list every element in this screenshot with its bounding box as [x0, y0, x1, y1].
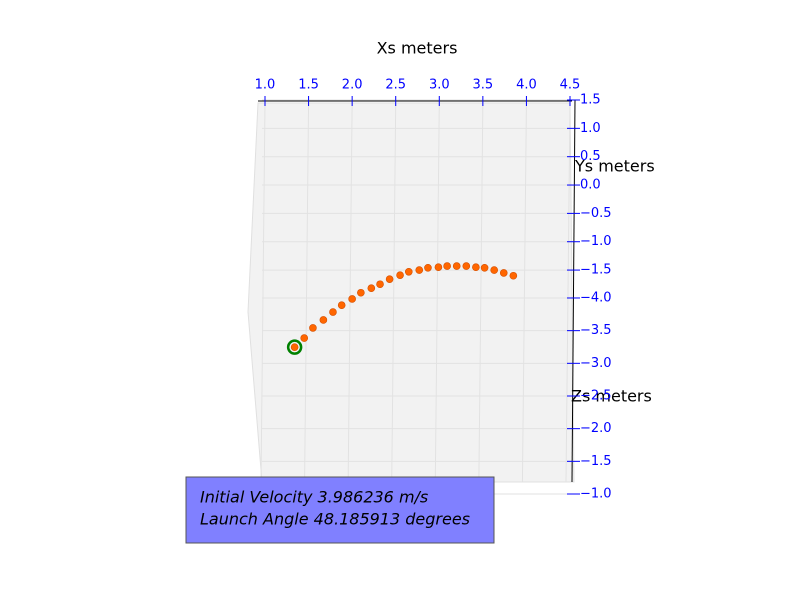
point	[337, 301, 346, 310]
y-axis-label: Ys meters	[574, 157, 655, 176]
y-tick-label: 1.5	[580, 93, 601, 108]
point	[357, 288, 365, 297]
y-tick-label: 0.0	[580, 178, 601, 193]
point	[472, 263, 480, 272]
y-tick-label: 0.5	[580, 149, 601, 164]
point	[434, 263, 443, 272]
grid-line	[260, 102, 266, 483]
x-tick-label: 1.5	[298, 78, 319, 93]
y-tick-label: 1.0	[580, 121, 601, 136]
y-tick-label: −2.5	[580, 388, 612, 403]
point	[367, 284, 376, 293]
point	[385, 275, 394, 283]
point	[509, 271, 518, 280]
y-tick-label: −1.0	[580, 487, 612, 502]
point	[319, 316, 328, 324]
x-tick-label: 1.0	[255, 78, 276, 93]
point	[404, 267, 413, 276]
grid-line	[304, 102, 310, 483]
x-tick-label: 3.5	[473, 78, 494, 93]
point	[462, 262, 471, 270]
pane	[247, 102, 575, 483]
grid	[260, 99, 572, 495]
y-tick-label: −0.5	[580, 206, 612, 221]
y-tick-label: −1.0	[580, 234, 612, 249]
y-tick-label: −1.5	[580, 263, 612, 278]
point	[424, 264, 432, 272]
grid-line	[565, 102, 571, 483]
highlight-ring	[286, 339, 303, 355]
point	[452, 262, 461, 270]
z-axis-label: Zs meters	[571, 387, 652, 406]
point	[300, 334, 309, 342]
y-tick-label: −3.0	[580, 356, 612, 371]
point	[490, 266, 498, 274]
grid-line	[521, 102, 527, 483]
point	[415, 266, 424, 274]
y-tick-label: −4.0	[580, 290, 612, 305]
x-axis-label: Xs meters	[377, 39, 458, 58]
x-tick-label: 4.5	[560, 78, 581, 93]
point	[348, 295, 356, 303]
grid-line	[434, 102, 440, 483]
point	[396, 271, 404, 279]
y-axis-line	[571, 99, 576, 483]
x-tick-label: 4.0	[516, 78, 537, 93]
y-tick-label: −2.0	[580, 421, 612, 436]
x-tick-label: 2.0	[342, 78, 363, 93]
grid-line	[391, 102, 397, 483]
info-box	[185, 476, 495, 544]
grid-line	[347, 102, 353, 483]
y-tick-label: −3.5	[580, 323, 612, 338]
point	[329, 308, 337, 316]
point	[376, 280, 384, 289]
velocity-text: Initial Velocity 3.986236 m/s	[200, 488, 428, 507]
x-tick-label: 2.5	[385, 78, 406, 93]
point	[290, 343, 299, 351]
x-tick-label: 3.0	[429, 78, 450, 93]
point	[443, 262, 451, 270]
y-tick-label: −1.5	[580, 454, 612, 469]
grid-line	[478, 102, 484, 483]
angle-text: Launch Angle 48.185913 degrees	[200, 510, 470, 529]
point	[480, 264, 489, 272]
point	[499, 269, 508, 277]
point	[309, 324, 317, 332]
